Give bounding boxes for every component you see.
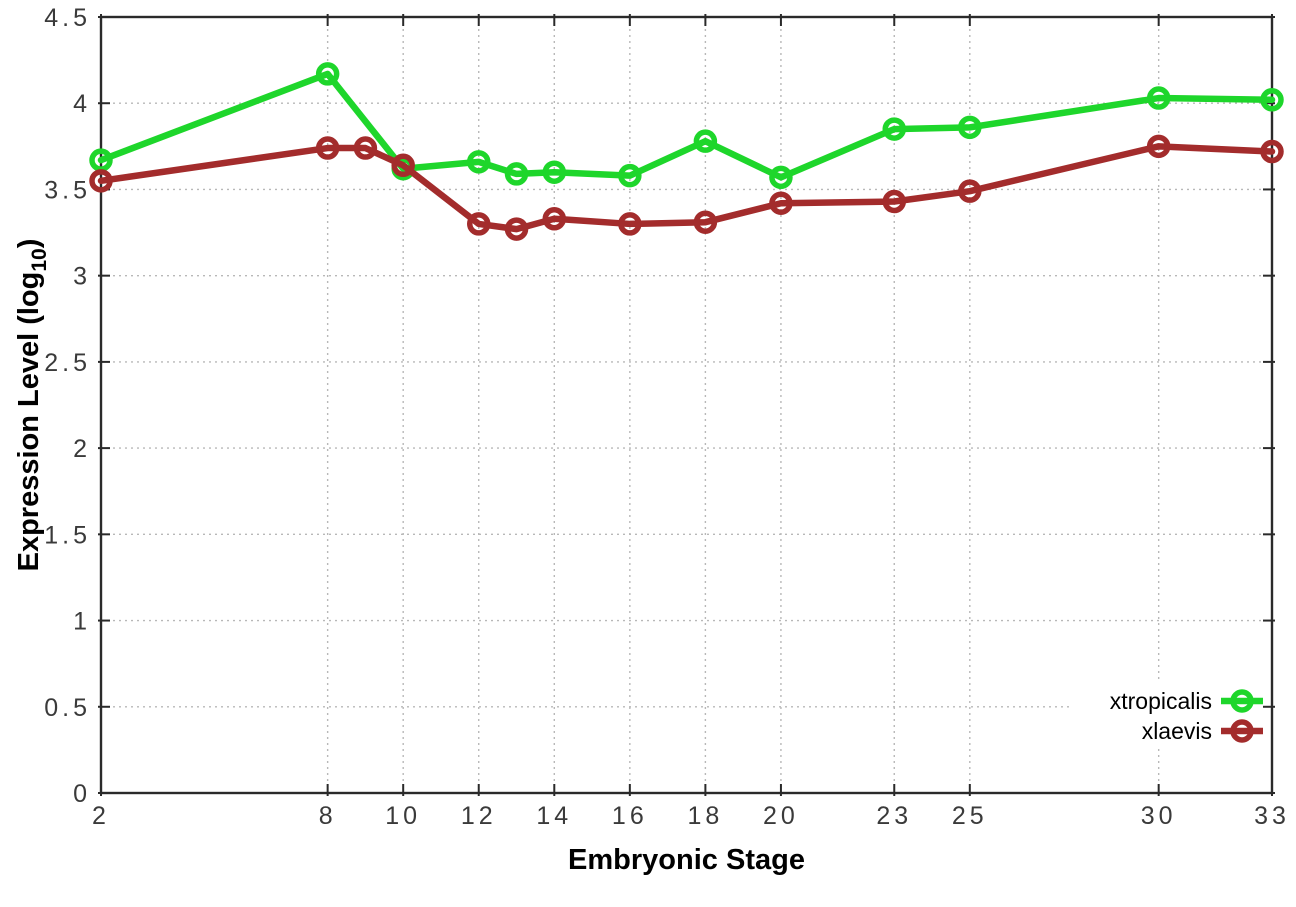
data-point-xlaevis-stage-30 <box>1146 134 1171 159</box>
plot-border <box>99 15 1274 795</box>
data-point-xtropicalis-stage-14 <box>542 160 567 184</box>
x-tick-label-18: 18 <box>687 802 723 830</box>
x-tick-label-20: 20 <box>763 802 799 830</box>
x-axis-title: Embryonic Stage <box>568 844 805 876</box>
y-axis-title: Expression Level (log10) <box>13 239 51 572</box>
legend-sample-marker-xtropicalis <box>1230 689 1254 713</box>
y-tick-label-4: 4 <box>73 90 91 118</box>
y-tick-label-1.5: 1.5 <box>44 521 91 549</box>
x-tick-label-8: 8 <box>319 802 337 830</box>
y-tick-label-0: 0 <box>73 780 91 808</box>
y-tick-label-0.5: 0.5 <box>44 694 91 722</box>
data-point-xtropicalis-stage-8 <box>315 62 340 86</box>
data-point-xlaevis-stage-10 <box>391 153 415 178</box>
data-point-xlaevis-stage-14 <box>542 207 567 231</box>
x-tick-label-23: 23 <box>876 802 912 830</box>
data-point-xlaevis-stage-18 <box>693 210 718 234</box>
data-point-xtropicalis-stage-25 <box>958 115 982 140</box>
y-tick-label-4.5: 4.5 <box>44 4 91 32</box>
x-tick-label-2: 2 <box>92 802 110 830</box>
legend-label-xtropicalis: xtropicalis <box>1110 688 1212 714</box>
data-point-xlaevis-stage-2 <box>89 169 113 193</box>
data-point-xlaevis-stage-16 <box>618 212 642 236</box>
y-tick-label-1: 1 <box>73 608 91 636</box>
y-axis-title-prefix: Expression Level (log <box>13 272 45 572</box>
y-tick-label-2.5: 2.5 <box>44 349 91 377</box>
y-axis-title-subscript: 10 <box>28 248 51 271</box>
data-point-xlaevis-stage-25 <box>958 179 982 203</box>
x-tick-label-12: 12 <box>461 802 497 830</box>
data-point-xlaevis-stage-13 <box>504 217 529 241</box>
data-point-xtropicalis-stage-23 <box>882 117 907 141</box>
x-tick-label-16: 16 <box>612 802 648 830</box>
x-tick-label-14: 14 <box>536 802 572 830</box>
legend-label-xlaevis: xlaevis <box>1142 718 1212 744</box>
x-tick-label-25: 25 <box>952 802 988 830</box>
data-point-xtropicalis-stage-30 <box>1146 86 1171 110</box>
x-tick-label-30: 30 <box>1141 802 1177 830</box>
data-point-xtropicalis-stage-13 <box>504 162 529 186</box>
data-point-xlaevis-stage-33 <box>1260 139 1284 164</box>
x-tick-label-33: 33 <box>1254 802 1290 830</box>
data-point-xtropicalis-stage-12 <box>466 150 491 174</box>
data-point-xlaevis-stage-23 <box>882 189 907 214</box>
data-point-xtropicalis-stage-18 <box>693 129 718 153</box>
data-point-xtropicalis-stage-33 <box>1260 88 1284 112</box>
data-point-xlaevis-stage-8 <box>315 136 340 160</box>
data-point-xtropicalis-stage-20 <box>769 165 793 190</box>
y-tick-label-2: 2 <box>73 435 91 463</box>
y-axis-title-suffix: ) <box>13 239 45 249</box>
legend-sample-marker-xlaevis <box>1230 719 1254 743</box>
data-point-xtropicalis-stage-16 <box>618 163 642 188</box>
y-tick-label-3.5: 3.5 <box>44 176 91 204</box>
x-tick-label-10: 10 <box>385 802 421 830</box>
data-point-xlaevis-stage-9 <box>353 136 378 160</box>
data-point-xlaevis-stage-12 <box>466 212 491 236</box>
y-tick-label-3: 3 <box>73 263 91 291</box>
data-point-xlaevis-stage-20 <box>769 191 793 215</box>
